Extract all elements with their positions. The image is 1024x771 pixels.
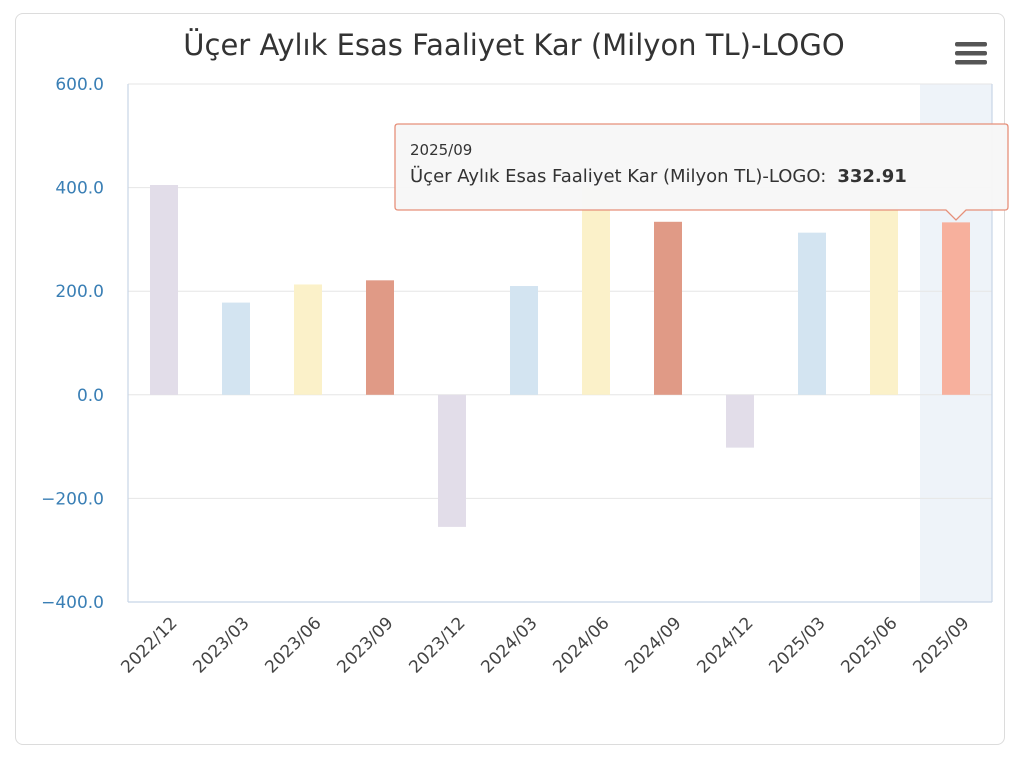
x-tick-label: 2024/03 — [477, 613, 541, 677]
y-tick-label: 200.0 — [55, 282, 104, 302]
y-tick-label: 0.0 — [77, 386, 104, 406]
x-tick-label: 2025/09 — [909, 613, 973, 677]
x-tick-label: 2022/12 — [117, 613, 181, 677]
bar-2024-06[interactable] — [582, 186, 610, 395]
x-tick-label: 2023/06 — [261, 613, 325, 677]
bar-2023-03[interactable] — [222, 302, 250, 395]
hamburger-menu-icon[interactable] — [955, 40, 987, 66]
y-tick-label: 600.0 — [55, 75, 104, 95]
tooltip: 2025/09 Üçer Aylık Esas Faaliyet Kar (Mi… — [394, 123, 1009, 221]
bar-2024-12[interactable] — [726, 394, 754, 448]
x-tick-label: 2025/03 — [765, 613, 829, 677]
bar-2024-09[interactable] — [654, 221, 682, 395]
tooltip-header: 2025/09 — [410, 141, 472, 159]
tooltip-series-label: Üçer Aylık Esas Faaliyet Kar (Milyon TL)… — [410, 165, 826, 187]
x-tick-label: 2024/06 — [549, 613, 613, 677]
tooltip-value: 332.91 — [837, 166, 906, 187]
x-tick-label: 2023/09 — [333, 613, 397, 677]
bar-2025-06[interactable] — [870, 203, 898, 395]
x-tick-label: 2024/12 — [693, 613, 757, 677]
bar-2022-12[interactable] — [150, 185, 178, 395]
bar-2024-03[interactable] — [510, 286, 538, 395]
bar-2025-09[interactable] — [942, 222, 970, 395]
x-tick-label: 2025/06 — [837, 613, 901, 677]
y-tick-label: −400.0 — [41, 593, 104, 613]
chart-title: Üçer Aylık Esas Faaliyet Kar (Milyon TL)… — [183, 28, 844, 62]
x-tick-label: 2023/03 — [189, 613, 253, 677]
x-tick-label: 2023/12 — [405, 613, 469, 677]
bar-2023-06[interactable] — [294, 284, 322, 395]
tooltip-body: Üçer Aylık Esas Faaliyet Kar (Milyon TL)… — [410, 165, 907, 187]
y-tick-label: −200.0 — [41, 489, 104, 509]
bar-2023-09[interactable] — [366, 280, 394, 395]
x-tick-label: 2024/09 — [621, 613, 685, 677]
bar-2023-12[interactable] — [438, 394, 466, 527]
bar-2025-03[interactable] — [798, 232, 826, 395]
y-tick-label: 400.0 — [55, 179, 104, 199]
